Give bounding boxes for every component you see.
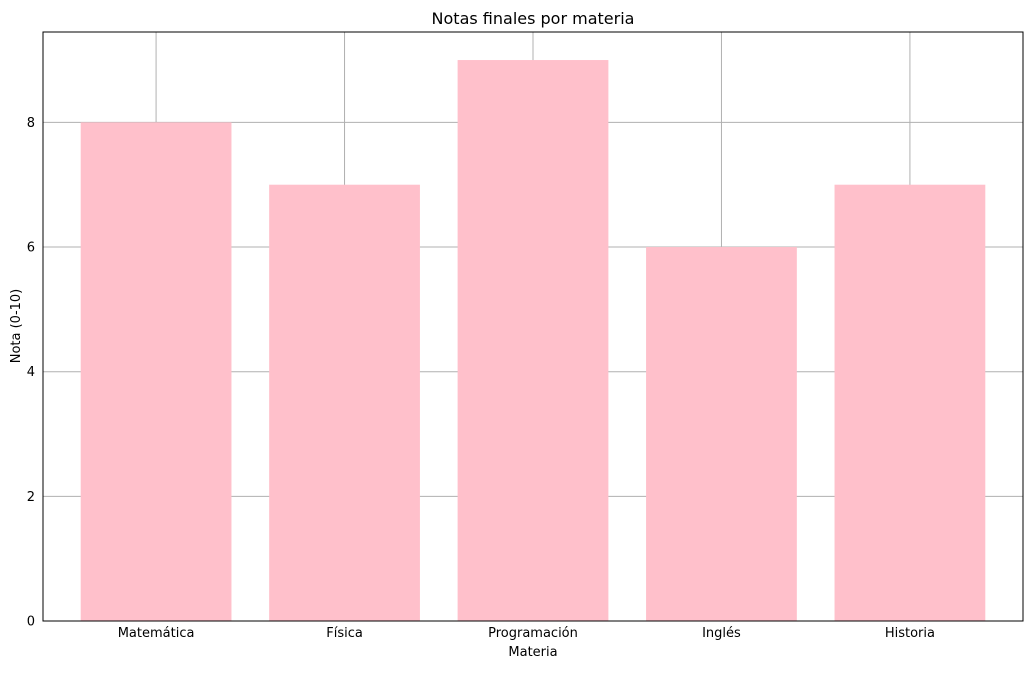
bar-2: [269, 184, 420, 621]
x-tick-label: Historia: [885, 626, 935, 641]
y-ticks: 0 2 4 6 8: [27, 116, 35, 630]
y-tick-label: 4: [27, 365, 35, 380]
y-tick-label: 2: [27, 490, 35, 505]
y-tick-label: 8: [27, 116, 35, 131]
y-axis-label: Nota (0-10): [9, 289, 24, 364]
bar-5: [834, 184, 986, 621]
plot-frame: [42, 31, 1024, 622]
x-tick-label: Física: [326, 626, 363, 641]
x-axis-label: Materia: [508, 645, 557, 660]
x-tick-label: Programación: [488, 626, 578, 641]
y-tick-label: 0: [27, 615, 35, 630]
bar-1: [80, 122, 232, 621]
y-tick-label: 6: [27, 241, 35, 256]
bar-3: [457, 60, 609, 622]
bars: [80, 60, 986, 622]
bar-4: [646, 247, 797, 622]
x-tick-label: Matemática: [118, 626, 195, 641]
chart-title: Notas finales por materia: [432, 9, 635, 28]
x-ticks: Matemática Física Programación Inglés Histor…: [118, 626, 935, 641]
x-tick-label: Inglés: [702, 626, 741, 641]
